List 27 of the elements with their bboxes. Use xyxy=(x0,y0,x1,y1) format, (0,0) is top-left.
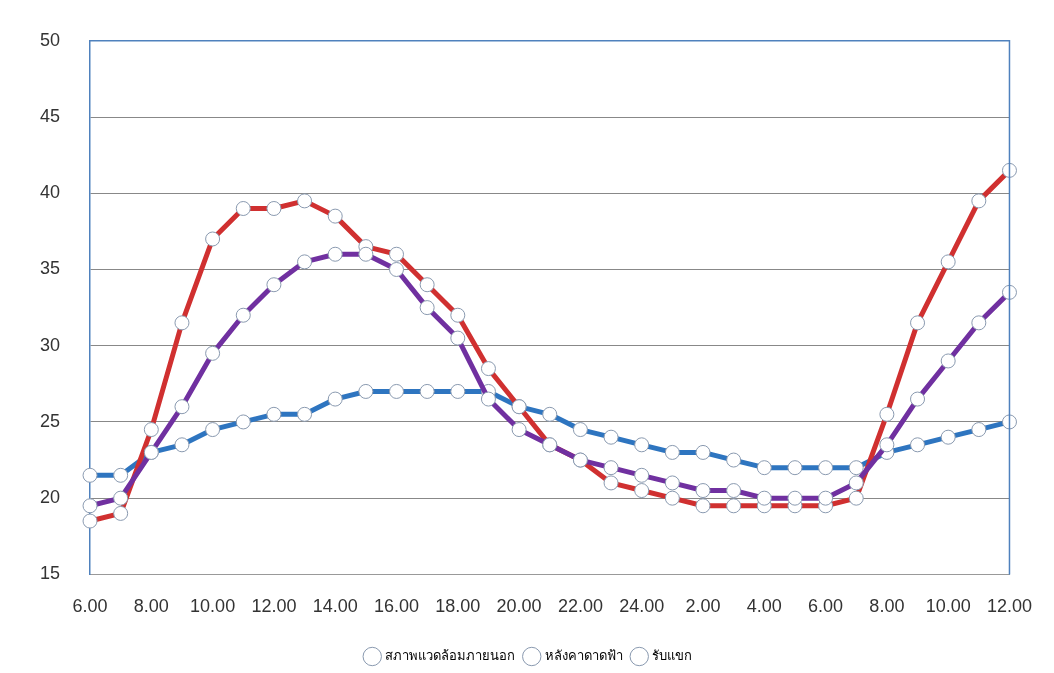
y-tick-label: 25 xyxy=(39,410,61,431)
x-tick-label: 6.00 xyxy=(808,596,844,617)
x-tick-label: 20.00 xyxy=(496,596,542,617)
x-tick-label: 18.00 xyxy=(435,596,481,617)
y-tick-label: 20 xyxy=(39,487,61,508)
x-tick-label: 2.00 xyxy=(685,596,721,617)
x-tick-label: 8.00 xyxy=(133,596,169,617)
y-tick-label: 40 xyxy=(39,182,61,203)
x-tick-label: 16.00 xyxy=(373,596,420,617)
y-tick-label: 50 xyxy=(39,29,61,50)
legend-label: สภาพแวดล้อมภายนอก xyxy=(385,647,516,663)
x-tick-label: 6.00 xyxy=(72,596,108,617)
x-tick-label: 4.00 xyxy=(746,596,782,617)
y-tick-label: 30 xyxy=(39,334,61,355)
y-tick-label: 35 xyxy=(39,258,61,279)
x-tick-label: 8.00 xyxy=(869,596,905,617)
y-tick-label: 15 xyxy=(39,563,61,584)
x-tick-label: 12.00 xyxy=(986,596,1032,617)
x-tick-label: 22.00 xyxy=(557,596,603,617)
legend-label: รับแขก xyxy=(652,647,693,663)
x-tick-label: 10.00 xyxy=(190,596,236,617)
legend-label: หลังคาดาดฟ้า xyxy=(544,647,623,663)
x-tick-label: 10.00 xyxy=(925,596,971,617)
x-tick-label: 24.00 xyxy=(619,596,665,617)
x-tick-label: 14.00 xyxy=(312,596,358,617)
y-tick-label: 45 xyxy=(39,106,61,126)
x-tick-label: 12.00 xyxy=(251,596,297,617)
